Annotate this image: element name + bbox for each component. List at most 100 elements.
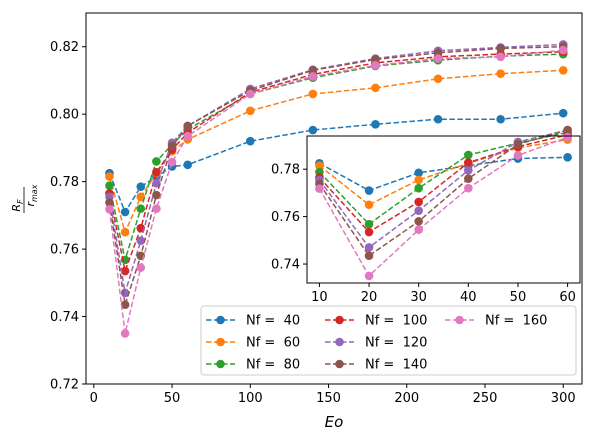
- data-point: [496, 114, 505, 124]
- inset-data-point: [563, 153, 572, 162]
- inset-data-point: [414, 183, 423, 193]
- data-point: [136, 182, 146, 191]
- legend-marker: [216, 359, 225, 369]
- legend-marker: [335, 337, 344, 347]
- data-point: [308, 89, 318, 99]
- data-point: [558, 45, 568, 55]
- legend-marker: [335, 359, 344, 369]
- legend-marker: [216, 315, 225, 325]
- legend-entry: Nf = 100: [325, 314, 427, 329]
- legend-label: Nf = 60: [246, 336, 300, 351]
- inset-series-line: [318, 129, 568, 249]
- legend-marker: [335, 315, 344, 325]
- data-point: [308, 72, 318, 81]
- data-point: [105, 204, 114, 214]
- y-tick-label: 0.78: [50, 175, 79, 190]
- inset-data-point: [414, 175, 423, 185]
- series-0: [105, 108, 568, 217]
- series-line: [108, 53, 564, 261]
- data-point: [136, 263, 146, 272]
- data-point: [120, 329, 130, 338]
- inset-data-point: [364, 227, 374, 237]
- inset-data-point: [364, 219, 374, 229]
- data-point: [308, 125, 318, 135]
- data-point: [245, 106, 255, 116]
- legend-label: Nf = 100: [365, 314, 427, 329]
- y-tick-label: 0.72: [50, 378, 79, 393]
- y-axis-label: R F r max: [10, 184, 39, 213]
- legend-marker: [216, 337, 225, 347]
- legend: Nf = 40 Nf = 60 Nf = 80 Nf = 100 Nf = 120 Nf …: [200, 305, 577, 376]
- data-point: [152, 167, 161, 177]
- inset-y-tick-label: 0.78: [271, 163, 300, 178]
- inset-series-line: [318, 136, 568, 278]
- data-point: [167, 157, 177, 167]
- series-line: [108, 51, 564, 274]
- inset-x-tick-label: 20: [361, 290, 378, 305]
- inset-data-point: [364, 251, 374, 261]
- inset-frame: [306, 135, 581, 284]
- data-point: [558, 108, 568, 118]
- y-label-denominator-sub: max: [30, 184, 39, 202]
- inset-data-point: [563, 125, 572, 135]
- data-point: [183, 160, 193, 170]
- y-tick-label: 0.80: [50, 108, 79, 123]
- inset-series-line: [318, 129, 568, 257]
- legend-label: Nf = 80: [246, 358, 300, 373]
- inset-data-point: [364, 271, 374, 281]
- legend-marker: [455, 315, 464, 325]
- inset-data-point: [513, 139, 523, 149]
- inset-plot: 10 20 30 40 50 60 0.74 0.76 0.78: [271, 125, 581, 305]
- data-point: [152, 179, 161, 188]
- inset-data-point: [464, 174, 473, 183]
- inset-data-point: [414, 225, 423, 234]
- inset-data-point: [414, 206, 423, 215]
- x-tick-label: 0: [90, 391, 98, 406]
- series-line: [108, 69, 564, 235]
- data-point: [496, 44, 505, 53]
- data-point: [308, 66, 318, 75]
- data-point: [558, 66, 568, 75]
- y-label-numerator-sub: F: [16, 199, 25, 204]
- data-point: [152, 204, 161, 213]
- y-label-denominator: r: [24, 201, 37, 207]
- data-point: [371, 60, 380, 70]
- legend-entry: Nf = 40: [206, 314, 300, 329]
- inset-data-point: [464, 150, 473, 160]
- data-point: [183, 121, 193, 131]
- data-point: [167, 141, 177, 151]
- legend-entry: Nf = 140: [325, 358, 427, 373]
- legend-label: Nf = 40: [246, 314, 300, 329]
- inset-y-tick-label: 0.74: [271, 258, 300, 273]
- y-label-numerator: R: [10, 204, 23, 212]
- x-tick-label: 300: [551, 391, 576, 406]
- legend-label: Nf = 120: [365, 336, 427, 351]
- data-point: [433, 74, 443, 84]
- y-tick-label: 0.76: [50, 243, 79, 258]
- data-point: [120, 227, 130, 237]
- inset-data-point: [513, 151, 523, 160]
- inset-series-6: [315, 132, 572, 281]
- inset-data-point: [414, 168, 423, 178]
- data-point: [183, 131, 193, 141]
- x-tick-label: 50: [164, 391, 181, 406]
- data-point: [136, 236, 146, 245]
- data-point: [120, 300, 130, 310]
- data-point: [371, 83, 380, 93]
- legend-entry: Nf = 80: [206, 358, 300, 373]
- data-point: [245, 136, 255, 146]
- legend-label: Nf = 140: [365, 358, 427, 373]
- data-point: [433, 114, 443, 124]
- x-tick-label: 200: [394, 391, 419, 406]
- inset-data-point: [414, 217, 423, 226]
- x-tick-label: 250: [473, 391, 498, 406]
- y-tick-label: 0.82: [50, 40, 79, 55]
- data-point: [496, 69, 505, 79]
- series-6: [105, 45, 568, 338]
- legend-entry: Nf = 120: [325, 336, 427, 351]
- x-tick-label: 100: [238, 391, 263, 406]
- inset-y-tick-label: 0.76: [271, 210, 300, 225]
- legend-entry: Nf = 60: [206, 336, 300, 351]
- main-plot: 0 50 100 150 200 250 300 0.72 0.74 0.76 0.78 0.80 0.…: [50, 12, 583, 406]
